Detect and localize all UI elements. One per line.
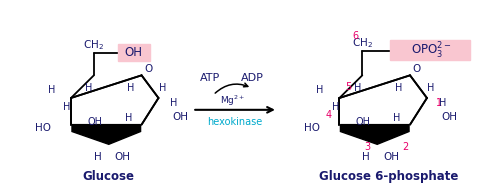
- Text: OH: OH: [441, 112, 457, 122]
- Text: H: H: [170, 98, 178, 108]
- Text: Glucose 6-phosphate: Glucose 6-phosphate: [319, 170, 458, 183]
- Text: 6: 6: [351, 31, 358, 41]
- Text: H: H: [353, 83, 360, 93]
- Text: H: H: [47, 85, 55, 95]
- Text: H: H: [158, 83, 166, 93]
- Bar: [118, 44, 149, 60]
- Text: OH: OH: [124, 46, 142, 59]
- Text: H: H: [331, 102, 338, 112]
- Text: OPO$_3^{2-}$: OPO$_3^{2-}$: [410, 41, 450, 61]
- Text: HO: HO: [35, 123, 51, 133]
- Text: OH: OH: [382, 152, 398, 162]
- Text: H: H: [362, 152, 369, 162]
- Text: Mg$^{2+}$: Mg$^{2+}$: [220, 94, 245, 108]
- Text: CH$_2$: CH$_2$: [83, 38, 104, 52]
- Text: Glucose: Glucose: [83, 170, 135, 183]
- FancyArrowPatch shape: [215, 83, 247, 93]
- Text: OH: OH: [172, 112, 188, 122]
- Text: H: H: [394, 83, 402, 93]
- Text: OH: OH: [87, 117, 102, 127]
- Text: 4: 4: [325, 110, 331, 120]
- Text: HO: HO: [303, 123, 319, 133]
- Text: ATP: ATP: [199, 73, 220, 83]
- Text: H: H: [125, 113, 132, 123]
- Text: H: H: [85, 83, 92, 93]
- Text: hexokinase: hexokinase: [207, 117, 262, 127]
- Text: 2: 2: [401, 142, 408, 152]
- Text: CH$_2$: CH$_2$: [351, 36, 372, 50]
- Text: O: O: [144, 64, 152, 74]
- Text: O: O: [412, 64, 420, 74]
- Text: H: H: [426, 83, 434, 93]
- Text: OH: OH: [114, 152, 130, 162]
- Bar: [389, 40, 469, 59]
- Text: OH: OH: [355, 117, 370, 127]
- Text: 5: 5: [345, 82, 351, 92]
- Text: H: H: [63, 102, 71, 112]
- Text: H: H: [438, 98, 445, 108]
- Text: 1: 1: [435, 98, 441, 108]
- Text: H: H: [94, 152, 102, 162]
- Text: H: H: [127, 83, 134, 93]
- Polygon shape: [340, 125, 408, 144]
- Polygon shape: [72, 125, 140, 144]
- Text: H: H: [316, 85, 323, 95]
- Text: ADP: ADP: [240, 73, 263, 83]
- Text: 3: 3: [363, 142, 370, 152]
- Text: H: H: [393, 113, 400, 123]
